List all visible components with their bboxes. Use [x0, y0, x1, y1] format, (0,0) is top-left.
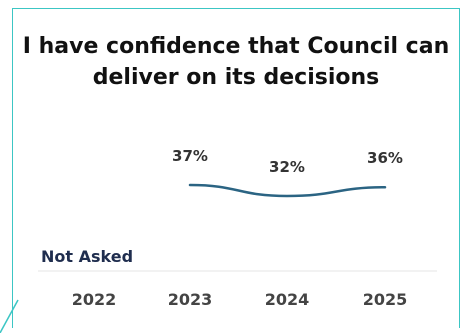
decorative-corner-line	[0, 299, 19, 333]
chart-card: I have confidence that Council can deliv…	[12, 8, 460, 328]
x-tick-label-2023: 2023	[168, 290, 213, 309]
not-asked-annotation: Not Asked	[41, 247, 133, 266]
chart-title: I have confidence that Council can deliv…	[22, 34, 450, 90]
data-label-2024: 32%	[269, 158, 305, 176]
x-tick-label-2025: 2025	[363, 290, 408, 309]
data-label-2025: 36%	[367, 149, 403, 167]
x-tick-label-2024: 2024	[265, 290, 310, 309]
series-line	[188, 183, 387, 198]
data-label-2023: 37%	[172, 147, 208, 165]
x-tick-label-2022: 2022	[72, 290, 117, 309]
